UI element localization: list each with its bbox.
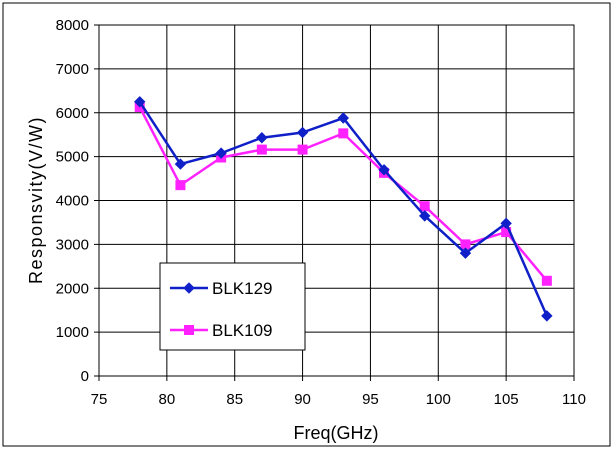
x-tick-label: 105	[494, 391, 519, 408]
x-tick-label: 85	[226, 391, 243, 408]
data-point-blk109	[256, 144, 267, 155]
x-tick-label: 90	[294, 391, 311, 408]
data-point-blk129	[296, 126, 309, 139]
y-tick-label: 2000	[56, 280, 89, 297]
data-point-blk109	[541, 275, 552, 286]
legend-box	[159, 262, 306, 351]
x-tick-label: 100	[426, 391, 451, 408]
y-tick-label: 7000	[56, 61, 89, 78]
y-tick-label: 4000	[56, 193, 89, 210]
y-tick-label: 8000	[56, 17, 89, 34]
legend-marker-blk129	[183, 282, 195, 294]
tick-labels: 75 80 85 90 95 100 105 110 0 1000 2000 3000 4000 5000…	[56, 17, 586, 408]
legend-label-blk129: BLK129	[212, 279, 273, 298]
data-point-blk129	[174, 158, 187, 170]
x-tick-label: 95	[362, 391, 379, 408]
data-point-blk129	[500, 217, 512, 230]
data-point-blk109	[297, 144, 308, 155]
y-tick-label: 0	[81, 368, 89, 385]
series-layer	[134, 96, 553, 322]
x-axis-label: Freq(GHz)	[294, 423, 379, 443]
data-point-blk129	[541, 310, 553, 322]
y-axis-label: Responsvity(V/W)	[26, 116, 46, 284]
legend-marker-blk109	[184, 325, 194, 335]
series-blk109	[134, 102, 552, 286]
legend: BLK129 BLK109	[159, 262, 306, 351]
data-point-blk109	[338, 128, 349, 139]
series-blk129	[134, 96, 553, 322]
y-tick-label: 5000	[56, 149, 89, 166]
data-point-blk129	[419, 210, 431, 222]
x-tick-label: 75	[91, 391, 108, 408]
data-point-blk129	[256, 132, 268, 144]
y-tick-label: 6000	[56, 105, 89, 122]
data-point-blk129	[215, 147, 227, 159]
data-point-blk129	[337, 112, 349, 124]
data-point-blk129	[378, 164, 390, 176]
legend-label-blk109: BLK109	[212, 321, 273, 340]
data-point-blk129	[459, 247, 472, 259]
data-point-blk129	[134, 96, 146, 108]
data-point-blk109	[175, 180, 186, 191]
x-tick-label: 110	[562, 391, 586, 408]
data-point-blk109	[419, 201, 430, 212]
x-tick-label: 80	[159, 391, 176, 408]
y-tick-label: 1000	[56, 324, 89, 341]
y-tick-label: 3000	[56, 236, 89, 253]
